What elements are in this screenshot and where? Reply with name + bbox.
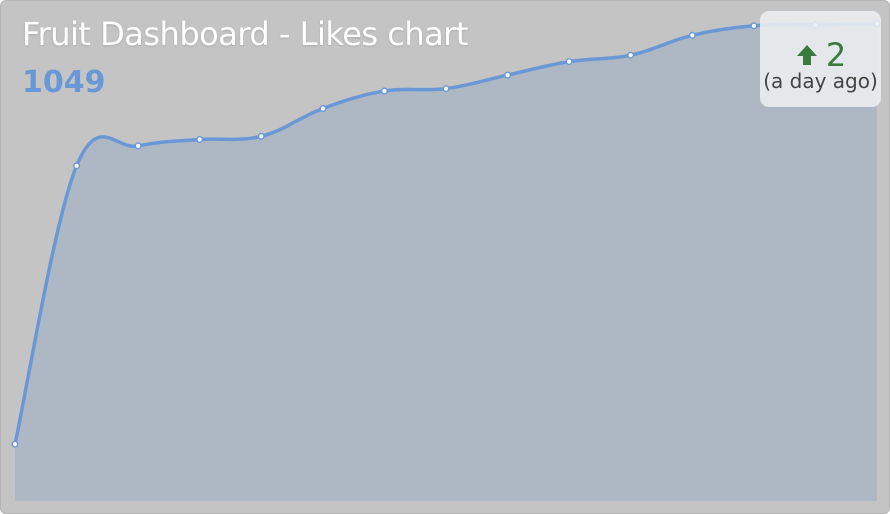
arrow-up-icon bbox=[796, 45, 817, 65]
change-row: 2 bbox=[760, 35, 881, 75]
data-points bbox=[11, 19, 881, 448]
data-point bbox=[11, 440, 19, 448]
data-point bbox=[380, 87, 388, 95]
data-point bbox=[134, 142, 142, 150]
data-point bbox=[504, 71, 512, 79]
data-point bbox=[565, 58, 573, 66]
change-value: 2 bbox=[825, 36, 847, 74]
total-likes-value: 1049 bbox=[22, 65, 106, 100]
data-point bbox=[73, 162, 81, 170]
data-point bbox=[257, 132, 265, 140]
data-point bbox=[196, 135, 204, 143]
data-point bbox=[319, 104, 327, 112]
change-time-label: (a day ago) bbox=[763, 69, 878, 93]
likes-line bbox=[13, 21, 879, 446]
data-point bbox=[627, 51, 635, 59]
likes-area bbox=[15, 23, 877, 502]
data-point bbox=[442, 85, 450, 93]
chart-title: Fruit Dashboard - Likes chart bbox=[22, 15, 468, 53]
data-point bbox=[750, 22, 758, 30]
data-point bbox=[688, 31, 696, 39]
change-indicator: 2 (a day ago) bbox=[760, 11, 881, 107]
